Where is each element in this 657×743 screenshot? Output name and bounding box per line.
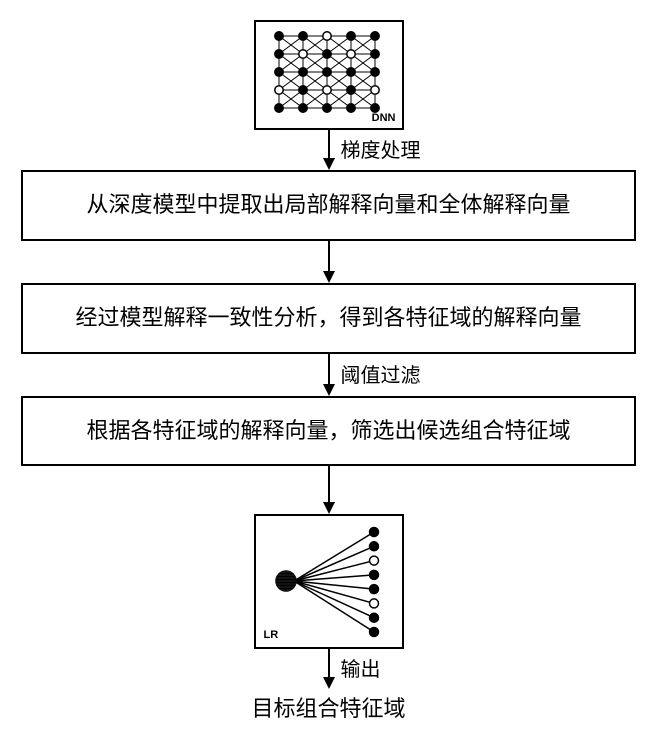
arrow-output: 输出: [20, 649, 637, 689]
lr-network-icon: [264, 524, 394, 639]
flowchart: DNN 梯度处理 从深度模型中提取出局部解释向量和全体解释向量 经过模型解释一致…: [20, 20, 637, 723]
arrow-down-icon: [321, 241, 337, 283]
step-filter-candidates: 根据各特征域的解释向量，筛选出候选组合特征域: [21, 396, 636, 467]
dnn-label: DNN: [372, 112, 396, 124]
dnn-box: DNN: [254, 20, 404, 130]
arrow-gradient: 梯度处理: [20, 130, 637, 170]
arrow-label-output: 输出: [341, 653, 381, 682]
step-consistency-analysis: 经过模型解释一致性分析，得到各特征域的解释向量: [21, 283, 636, 354]
arrow-threshold: 阈值过滤: [20, 354, 637, 396]
arrow-label-threshold: 阈值过滤: [341, 359, 421, 388]
arrow-4: [20, 466, 637, 514]
lr-label: LR: [264, 629, 279, 641]
arrow-2: [20, 241, 637, 283]
lr-box: LR: [254, 514, 404, 649]
step-extract-vectors: 从深度模型中提取出局部解释向量和全体解释向量: [21, 170, 636, 241]
arrow-down-icon: [321, 354, 337, 396]
final-output-label: 目标组合特征域: [251, 691, 405, 723]
arrow-down-icon: [321, 130, 337, 170]
arrow-label-gradient: 梯度处理: [341, 134, 421, 163]
arrow-down-icon: [321, 466, 337, 514]
dnn-network-icon: [264, 28, 394, 118]
arrow-down-icon: [321, 649, 337, 689]
